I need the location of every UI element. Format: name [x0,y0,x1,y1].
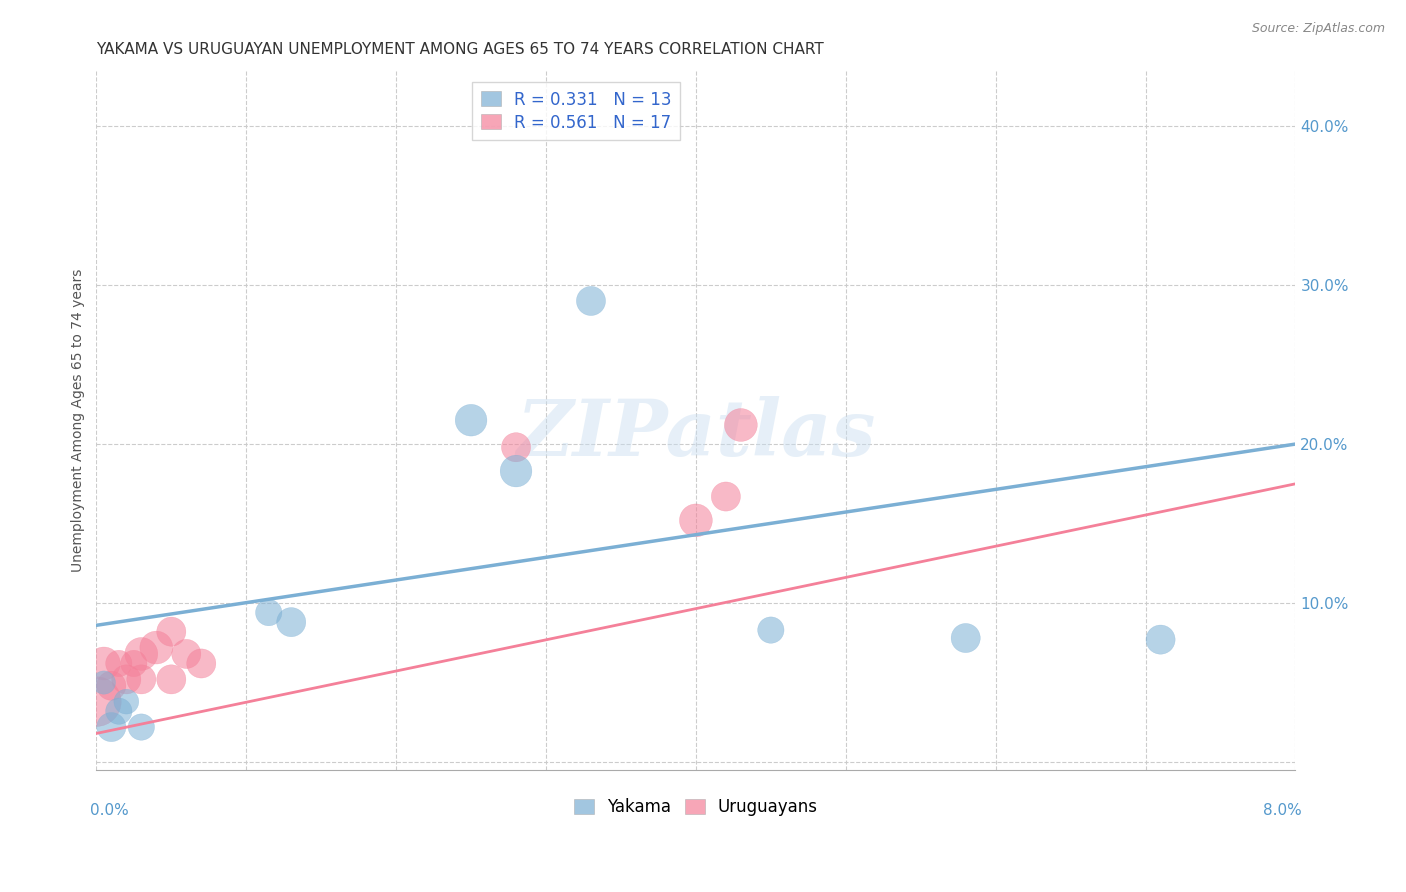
Point [100,720,122,734]
Text: 8.0%: 8.0% [1263,804,1302,819]
Point [460,413,482,427]
Point [730,417,752,432]
Point [190,657,212,671]
Text: Source: ZipAtlas.com: Source: ZipAtlas.com [1251,22,1385,36]
Point [115,673,138,687]
Point [100,679,122,693]
Point [759,623,782,637]
Point [86,695,108,709]
Point [257,606,280,620]
Point [145,640,167,655]
Text: 0.0%: 0.0% [90,804,129,819]
Point [131,673,153,687]
Point [115,695,138,709]
Y-axis label: Unemployment Among Ages 65 to 74 years: Unemployment Among Ages 65 to 74 years [72,268,86,572]
Point [93,657,115,671]
Point [505,464,527,478]
Point [108,704,131,718]
Text: YAKAMA VS URUGUAYAN UNEMPLOYMENT AMONG AGES 65 TO 74 YEARS CORRELATION CHART: YAKAMA VS URUGUAYAN UNEMPLOYMENT AMONG A… [97,42,824,57]
Point [160,624,183,639]
Point [505,440,527,454]
Point [122,657,145,671]
Point [93,675,115,690]
Point [280,615,302,629]
Point [131,647,153,661]
Text: ZIPatlas: ZIPatlas [516,396,876,473]
Legend: Yakama, Uruguayans: Yakama, Uruguayans [565,790,827,824]
Point [685,513,707,527]
Point [108,657,131,671]
Point [174,647,197,661]
Point [955,631,977,645]
Point [714,490,737,504]
Point [131,720,153,734]
Point [1149,632,1171,647]
Point [160,673,183,687]
Point [579,293,602,308]
